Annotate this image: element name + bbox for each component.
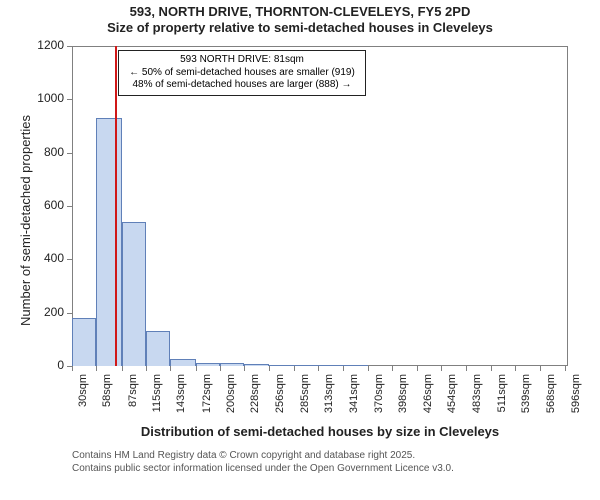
x-tick-label: 285sqm [299, 374, 311, 424]
annotation-box: 593 NORTH DRIVE: 81sqm ← 50% of semi-det… [118, 50, 366, 96]
x-tick-label: 58sqm [101, 374, 113, 424]
y-tick-label: 1000 [0, 91, 64, 105]
x-tick [72, 366, 73, 371]
x-tick [441, 366, 442, 371]
x-tick [491, 366, 492, 371]
x-tick-label: 539sqm [520, 374, 532, 424]
x-tick-label: 341sqm [348, 374, 360, 424]
histogram-bar [96, 118, 121, 366]
x-tick-label: 596sqm [570, 374, 582, 424]
histogram-bar [220, 363, 244, 366]
y-tick [67, 206, 72, 207]
attribution-line-1: Contains HM Land Registry data © Crown c… [72, 450, 454, 463]
histogram-bar [294, 365, 318, 366]
x-tick-label: 143sqm [175, 374, 187, 424]
x-tick [220, 366, 221, 371]
attribution-line-2: Contains public sector information licen… [72, 463, 454, 476]
x-tick-label: 200sqm [225, 374, 237, 424]
y-tick [67, 259, 72, 260]
histogram-bar [72, 318, 96, 366]
x-tick [244, 366, 245, 371]
x-tick [466, 366, 467, 371]
x-tick [515, 366, 516, 371]
x-tick [170, 366, 171, 371]
y-tick [67, 153, 72, 154]
y-tick-label: 400 [0, 251, 64, 265]
x-tick [368, 366, 369, 371]
x-tick [196, 366, 197, 371]
chart-title-block: 593, NORTH DRIVE, THORNTON-CLEVELEYS, FY… [0, 4, 600, 35]
x-tick [540, 366, 541, 371]
x-tick-label: 228sqm [249, 374, 261, 424]
y-tick-label: 0 [0, 358, 64, 372]
x-tick [318, 366, 319, 371]
x-tick-label: 313sqm [323, 374, 335, 424]
x-tick [392, 366, 393, 371]
annotation-line-3: 48% of semi-detached houses are larger (… [124, 79, 360, 92]
x-tick [294, 366, 295, 371]
y-tick-label: 200 [0, 305, 64, 319]
x-tick [96, 366, 97, 371]
y-tick-label: 600 [0, 198, 64, 212]
x-tick-label: 87sqm [127, 374, 139, 424]
x-tick-label: 256sqm [274, 374, 286, 424]
histogram-bar [244, 364, 268, 366]
x-tick-label: 483sqm [471, 374, 483, 424]
marker-line [115, 46, 117, 366]
histogram-bar [170, 359, 195, 366]
x-tick [122, 366, 123, 371]
x-tick-label: 568sqm [545, 374, 557, 424]
x-tick-label: 454sqm [446, 374, 458, 424]
histogram-bar [343, 365, 368, 366]
y-tick [67, 313, 72, 314]
y-tick [67, 99, 72, 100]
x-tick-label: 398sqm [397, 374, 409, 424]
histogram-bar [318, 365, 342, 366]
attribution-block: Contains HM Land Registry data © Crown c… [72, 450, 454, 475]
x-tick [417, 366, 418, 371]
x-tick [565, 366, 566, 371]
x-axis-label: Distribution of semi-detached houses by … [72, 424, 568, 439]
histogram-bar [269, 365, 294, 366]
y-tick-label: 800 [0, 145, 64, 159]
y-tick [67, 46, 72, 47]
title-line-1: 593, NORTH DRIVE, THORNTON-CLEVELEYS, FY… [0, 4, 600, 19]
histogram-bar [146, 331, 170, 366]
x-tick-label: 511sqm [496, 374, 508, 424]
x-tick-label: 426sqm [422, 374, 434, 424]
annotation-line-2: ← 50% of semi-detached houses are smalle… [124, 67, 360, 80]
chart-container: 593, NORTH DRIVE, THORNTON-CLEVELEYS, FY… [0, 0, 600, 500]
x-tick [343, 366, 344, 371]
histogram-bar [122, 222, 146, 366]
annotation-line-1: 593 NORTH DRIVE: 81sqm [124, 54, 360, 67]
histogram-bar [196, 363, 220, 366]
x-tick [269, 366, 270, 371]
x-tick-label: 115sqm [151, 374, 163, 424]
x-tick-label: 370sqm [373, 374, 385, 424]
y-tick-label: 1200 [0, 38, 64, 52]
x-tick-label: 30sqm [77, 374, 89, 424]
x-tick [146, 366, 147, 371]
x-tick-label: 172sqm [201, 374, 213, 424]
title-line-2: Size of property relative to semi-detach… [0, 20, 600, 35]
